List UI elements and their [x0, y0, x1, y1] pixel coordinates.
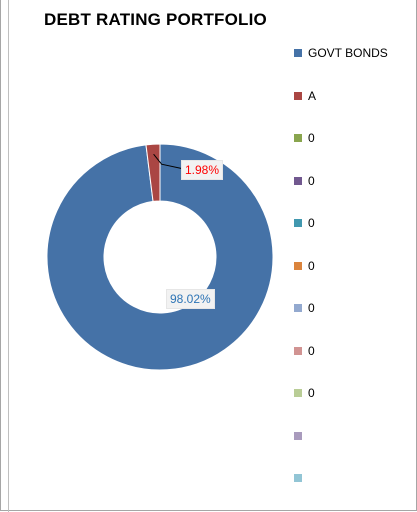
- legend-item: 0: [294, 344, 315, 358]
- chart-title: DEBT RATING PORTFOLIO: [44, 10, 267, 29]
- legend-label: 0: [308, 216, 315, 230]
- legend-swatch: [294, 346, 302, 355]
- panel-edge: [8, 0, 9, 512]
- legend-swatch: [294, 389, 302, 397]
- legend-label: GOVT BONDS: [308, 46, 388, 60]
- legend-swatch: [294, 304, 302, 312]
- legend-item: 0: [294, 386, 315, 400]
- legend-label: 0: [308, 173, 315, 188]
- legend-swatch: [294, 431, 302, 440]
- legend-swatch: [294, 134, 302, 142]
- legend-item: 0: [294, 131, 315, 145]
- legend-swatch: [294, 219, 302, 227]
- legend-item: [294, 429, 308, 443]
- legend-item: 0: [294, 301, 315, 315]
- legend-item: A: [294, 89, 316, 103]
- legend-item: 0: [294, 174, 315, 188]
- legend-item: GOVT BONDS: [294, 46, 388, 60]
- legend-swatch: [294, 474, 302, 482]
- legend-label: A: [308, 88, 317, 103]
- leader-line: [153, 153, 185, 170]
- legend-swatch: [294, 91, 302, 100]
- data-label-govt-bonds: 98.02%: [166, 289, 215, 309]
- legend-label: 0: [308, 131, 315, 145]
- legend-item: 0: [294, 259, 315, 273]
- legend-swatch: [294, 176, 302, 185]
- legend-item: [294, 471, 308, 485]
- legend-swatch: [294, 49, 302, 57]
- legend-item: 0: [294, 216, 315, 230]
- legend-swatch: [294, 261, 302, 270]
- legend-label: 0: [308, 343, 315, 358]
- legend-label: 0: [308, 258, 315, 273]
- legend-label: 0: [308, 301, 315, 315]
- data-label-a: 1.98%: [181, 160, 224, 180]
- legend-label: 0: [308, 386, 315, 400]
